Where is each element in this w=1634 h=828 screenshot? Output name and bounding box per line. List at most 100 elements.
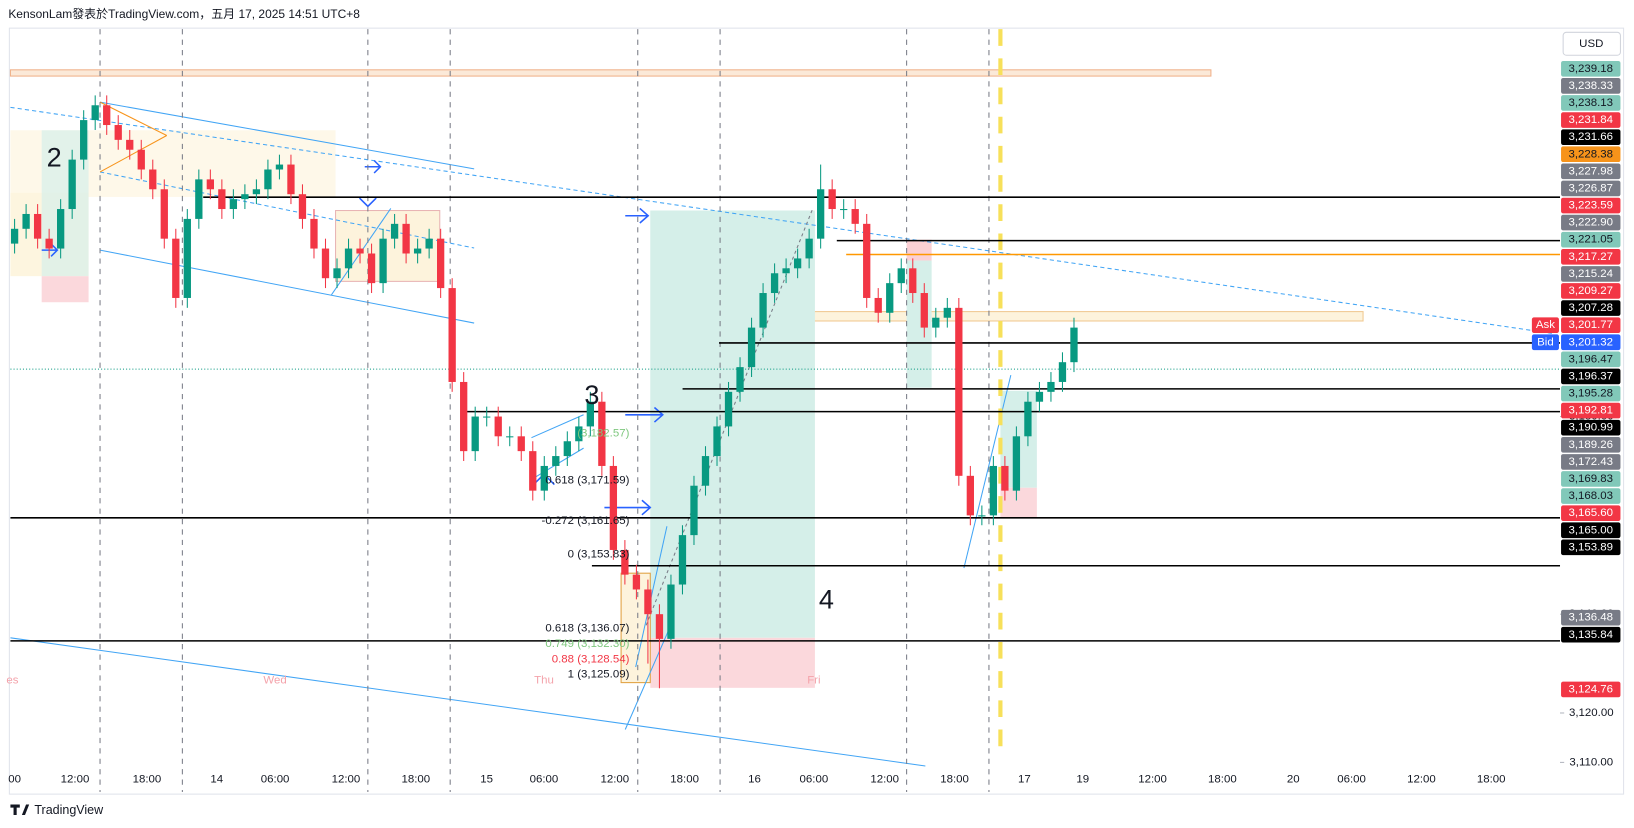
fib-label: 1 (3,125.09) <box>568 668 630 680</box>
x-tick-label: 20 <box>1287 774 1300 786</box>
price-tag-label: 3,196.47 <box>1568 353 1613 365</box>
candle-body <box>667 584 675 639</box>
candle-body <box>1001 465 1009 491</box>
price-tag-label: 3,165.60 <box>1568 507 1613 519</box>
price-tag <box>1561 300 1621 316</box>
candle-body <box>460 381 468 452</box>
channel-line <box>99 101 475 170</box>
stop-zone <box>906 239 932 261</box>
candle-body <box>45 238 53 249</box>
candle-body <box>1047 381 1055 392</box>
plot-frame <box>8 27 1625 795</box>
candle-body <box>517 436 525 452</box>
candle-body <box>241 194 249 200</box>
side-tag-label: Bid <box>1537 336 1554 348</box>
candle-body <box>172 238 180 298</box>
pattern-line <box>99 101 167 136</box>
candle-body <box>713 426 721 457</box>
candle-body <box>840 209 848 211</box>
x-tick-label: 18:00 <box>133 774 162 786</box>
annotation: 3 <box>584 379 599 410</box>
candle-body <box>874 297 882 313</box>
price-tag <box>1561 180 1621 197</box>
candle-body <box>344 248 353 269</box>
price-tag-label: 3,231.84 <box>1568 114 1613 126</box>
candle-body <box>356 248 364 254</box>
side-tag-label: Ask <box>1536 319 1555 331</box>
y-tick-label: 3,120.00 <box>1569 707 1614 719</box>
x-tick-label: 18:00 <box>670 774 699 786</box>
candle-body <box>483 416 491 418</box>
candle-body <box>103 105 111 126</box>
candle-body <box>471 416 479 452</box>
candle-body <box>160 189 168 239</box>
fib-label: 0.618 (3,171.59) <box>545 474 629 486</box>
x-tick-label: 19 <box>1076 774 1089 786</box>
price-tag-label: 3,215.24 <box>1568 268 1613 280</box>
candle-body <box>817 189 825 239</box>
price-tag <box>1561 266 1621 282</box>
price-tag-label: 3,196.37 <box>1568 370 1613 382</box>
x-tick-label: 17 <box>1018 774 1031 786</box>
x-tick-label: 18:00 <box>1208 774 1237 786</box>
price-tag-label: 3,217.27 <box>1568 251 1613 263</box>
candle-body <box>448 288 456 382</box>
candle-body <box>563 441 571 457</box>
price-tag <box>1561 60 1621 77</box>
range-box <box>9 69 1212 77</box>
x-tick-label: 18:00 <box>940 774 969 786</box>
day-label: Fri <box>807 675 820 687</box>
price-tag <box>1561 454 1621 470</box>
price-tag-label: 3,165.00 <box>1568 524 1613 536</box>
candle-body <box>978 515 986 517</box>
fib-label: 0.749 (3,132.30) <box>545 638 629 650</box>
price-tag <box>1561 214 1621 231</box>
candle-body <box>298 194 307 219</box>
price-tag <box>1561 626 1621 643</box>
candle-body <box>80 120 88 160</box>
price-tag-label: 3,195.28 <box>1568 388 1613 400</box>
candle-body <box>229 199 238 210</box>
footer-logo: TradingView <box>10 803 104 817</box>
candle-body <box>126 139 134 150</box>
candle-body <box>909 268 917 294</box>
x-tick-label: 12:00 <box>332 774 361 786</box>
price-tag-label: 3,227.98 <box>1568 165 1613 177</box>
price-tag <box>1561 436 1621 453</box>
candle-body <box>575 426 583 442</box>
price-tag-label: 3,201.77 <box>1568 319 1613 331</box>
price-tag <box>1561 609 1621 626</box>
candle-body <box>655 614 664 639</box>
candle-body <box>252 189 261 195</box>
price-tag-label: 3,238.13 <box>1568 97 1613 109</box>
day-label: Thu <box>534 675 554 687</box>
trend-line <box>99 171 475 249</box>
stop-zone <box>650 637 815 688</box>
candle-body <box>759 293 767 328</box>
candle-body <box>966 475 974 516</box>
session-lines <box>99 29 990 793</box>
price-tag <box>1561 317 1621 333</box>
side-tag <box>1531 334 1559 351</box>
candle-body <box>413 248 422 254</box>
logo-icon <box>10 804 30 815</box>
price-tag <box>1561 129 1621 145</box>
price-tag-label: 3,239.18 <box>1568 63 1613 75</box>
price-tag-label: 3,190.99 <box>1568 422 1613 434</box>
candle-body <box>863 223 871 298</box>
candle-body <box>379 238 387 284</box>
candle-body <box>367 253 376 284</box>
x-tick-label: 14 <box>210 774 223 786</box>
price-tag-label: 3,221.05 <box>1568 234 1613 246</box>
price-tag-label: 3,189.26 <box>1568 439 1613 451</box>
price-tag <box>1561 334 1621 351</box>
candle-body <box>425 238 433 249</box>
price-tag-label: 3,172.43 <box>1568 456 1613 468</box>
channel-line <box>531 414 584 439</box>
candle-body <box>586 401 594 427</box>
price-tag <box>1561 95 1621 111</box>
price-tag <box>1561 231 1621 248</box>
price-tag-label: 3,169.83 <box>1568 473 1613 485</box>
price-tag <box>1561 163 1621 180</box>
